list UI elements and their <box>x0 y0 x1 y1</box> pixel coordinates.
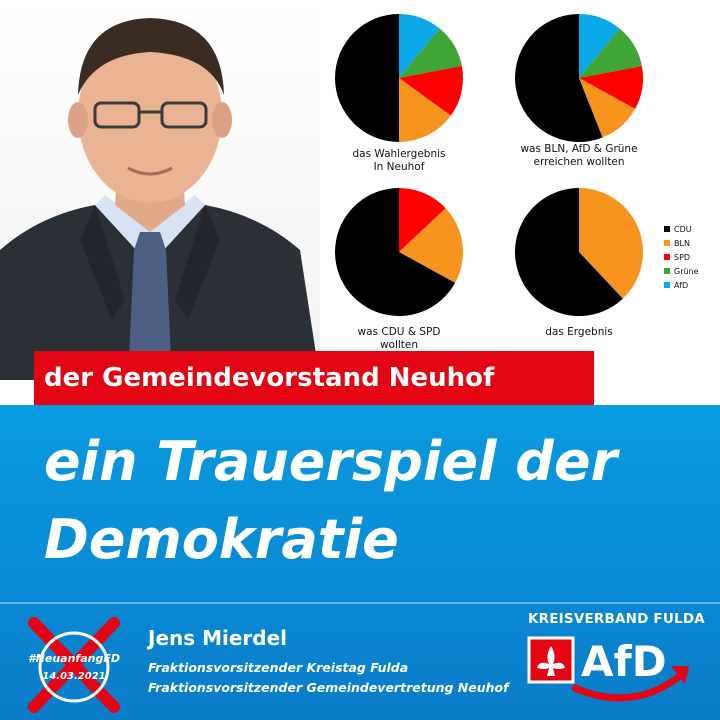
pie-caption: was BLN, AfD & Grüne erreichen wollten <box>484 143 674 169</box>
legend-label: AfD <box>674 280 689 290</box>
pie-caption: das Wahlergebnis In Neuhof <box>304 148 494 174</box>
pie-slice-bln <box>399 208 463 283</box>
legend-item-afd: AfD <box>664 278 699 292</box>
pie-caption-line: erreichen wollten <box>533 156 625 168</box>
pie-slice-cdu <box>515 188 623 316</box>
pie-caption-line: wollten <box>379 339 419 351</box>
pie-slice-grüne <box>399 28 462 78</box>
headline-line-1: ein Trauerspiel der <box>44 430 618 493</box>
pie-slice-afd <box>399 14 440 78</box>
pie-slice-cdu <box>335 14 399 142</box>
footer-divider <box>0 602 720 604</box>
title-banner: der Gemeindevorstand Neuhof <box>34 351 594 405</box>
legend-item-gruene: Grüne <box>664 264 699 278</box>
pie-caption-line: was BLN, AfD & Grüne <box>520 143 638 155</box>
pie-slice-afd <box>579 14 620 78</box>
role-line-1: Fraktionsvorsitzender Kreistag Fulda <box>148 660 409 675</box>
pie-slice-spd <box>579 66 643 109</box>
pie-chart-cdu-spd <box>335 188 463 316</box>
pie-slice-grüne <box>579 28 642 78</box>
badge-date: 14.03.2021 <box>42 671 105 682</box>
pie-chart-ergebnis <box>515 188 643 316</box>
legend-item-bln: BLN <box>664 236 699 250</box>
kreisverband-label: KREISVERBAND FULDA <box>528 611 705 627</box>
arrow-head-icon <box>671 666 689 684</box>
fleur-de-lis-icon <box>537 646 565 676</box>
pie-slice-cdu <box>335 188 456 316</box>
pie-slice-bln <box>579 78 636 138</box>
person-name: Jens Mierdel <box>148 626 288 650</box>
swoosh-arrow-icon <box>571 668 689 702</box>
pie-slice-cdu <box>515 14 603 142</box>
pie-caption: was CDU & SPD wollten <box>304 326 494 352</box>
legend-label: CDU <box>674 224 692 234</box>
pie-caption: das Ergebnis <box>484 326 674 339</box>
pie-slice-spd <box>399 66 463 116</box>
pie-caption-line: das Wahlergebnis <box>352 148 446 160</box>
pie-slice-spd <box>399 188 446 252</box>
banner-text: der Gemeindevorstand Neuhof <box>44 363 495 393</box>
pie-caption-line: In Neuhof <box>373 161 425 173</box>
badge-hashtag: #NeuanfangFD <box>28 652 120 665</box>
role-line-2: Fraktionsvorsitzender Gemeindevertretung… <box>148 680 509 695</box>
legend-label: BLN <box>674 238 690 248</box>
pie-caption-line: was CDU & SPD <box>357 326 441 338</box>
legend-item-cdu: CDU <box>664 222 699 236</box>
pie-chart-bln-afd-gruene <box>515 14 643 142</box>
afd-logo: AfD <box>527 636 689 702</box>
legend-label: Grüne <box>674 266 699 276</box>
pie-caption-line: das Ergebnis <box>545 326 613 338</box>
portrait-photo <box>0 0 320 380</box>
legend-label: SPD <box>674 252 691 262</box>
afd-wordmark: AfD <box>581 637 667 686</box>
headline-panel <box>0 405 720 720</box>
legend-item-spd: SPD <box>664 250 699 264</box>
pie-chart-wahlergebnis <box>335 14 463 142</box>
pie-legend: CDU BLN SPD Grüne AfD <box>664 222 699 292</box>
pie-slice-bln <box>399 78 451 142</box>
hashtag-badge: #NeuanfangFD 14.03.2021 <box>28 617 120 713</box>
headline-line-2: Demokratie <box>44 508 399 571</box>
pie-slice-bln <box>579 188 643 299</box>
